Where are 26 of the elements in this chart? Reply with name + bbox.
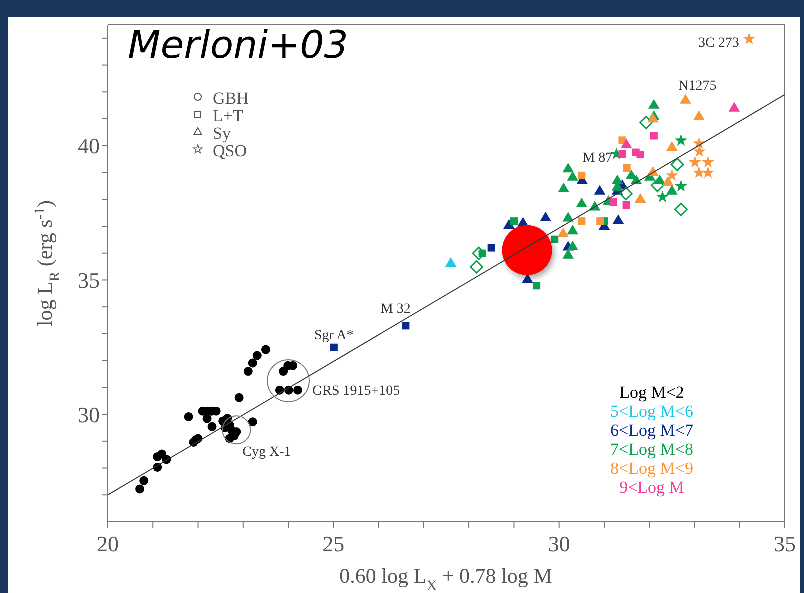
annotation: L+T: [213, 106, 244, 126]
chart-title: Merloni+03: [128, 23, 348, 67]
annotation: M 32: [380, 302, 411, 317]
text: 9<Log M: [620, 478, 684, 497]
x-tick-label: 30: [548, 532, 570, 557]
annotation: Sy: [213, 124, 232, 143]
annotation: GBH: [213, 89, 249, 108]
annotation: GRS 1915+105: [312, 384, 400, 399]
annotation: QSO: [213, 142, 248, 160]
text: 6<Log M<7: [610, 421, 694, 440]
text: Log M<2: [620, 383, 684, 402]
x-tick-label: 25: [322, 532, 345, 557]
annotation: Cyg X-1: [242, 445, 292, 460]
text: 5<Log M<6: [610, 402, 694, 421]
y-tick-label: 30: [78, 402, 100, 428]
annotation: N1275: [678, 79, 717, 94]
x-tick-label: 35: [774, 532, 796, 557]
annotation: M 87: [582, 151, 613, 166]
x-tick-label: 20: [97, 532, 119, 557]
annotation: 3C 273: [698, 36, 740, 52]
text: 7<Log M<8: [610, 440, 694, 459]
y-tick-label: 40: [78, 134, 100, 159]
annotation: Sgr A*: [314, 328, 354, 344]
text: 8<Log M<9: [610, 459, 694, 478]
x-axis-title: 0.60 log L$_{X}$ + 0.78 log M: [340, 564, 553, 593]
y-tick-label: 35: [78, 268, 100, 294]
